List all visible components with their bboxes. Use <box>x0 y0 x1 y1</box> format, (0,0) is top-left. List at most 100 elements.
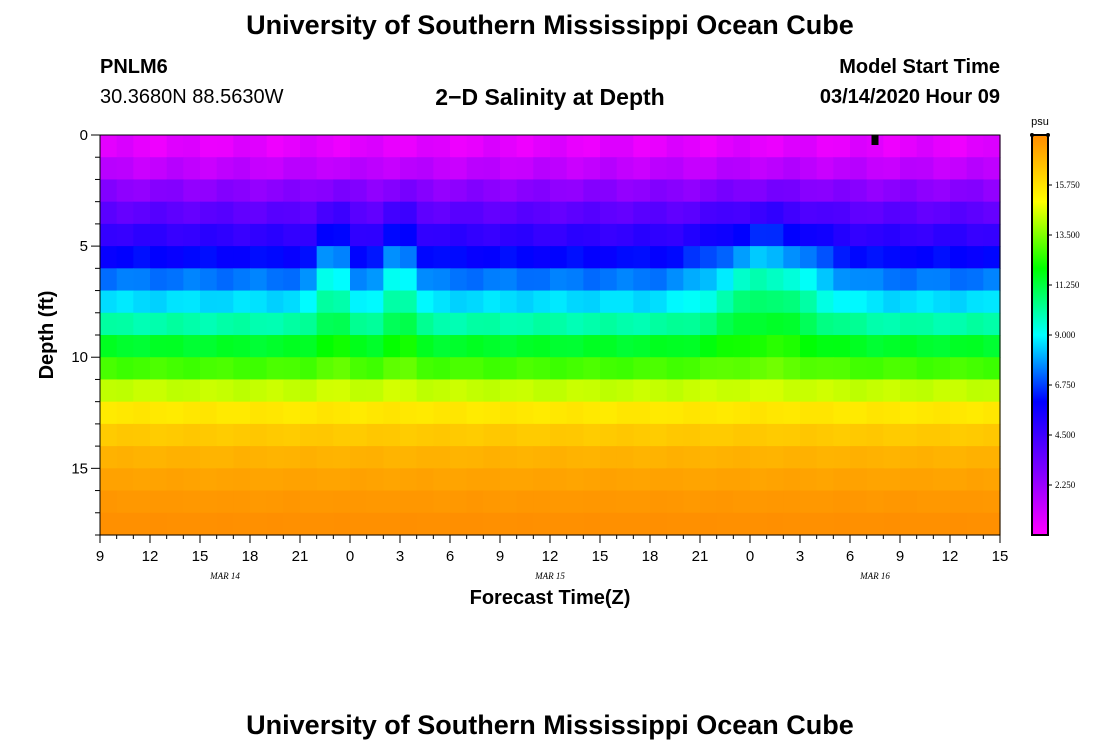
heatmap-cell <box>950 268 968 292</box>
heatmap-cell <box>716 357 734 381</box>
heatmap-cell <box>933 357 951 381</box>
heatmap-cell <box>166 335 184 358</box>
heatmap-cell <box>816 446 834 469</box>
heatmap-cell <box>883 379 901 403</box>
heatmap-cell <box>583 201 601 225</box>
heatmap-cell <box>483 135 501 158</box>
heatmap-cell <box>850 468 868 492</box>
heatmap-cell <box>316 201 334 225</box>
heatmap-cell <box>883 268 901 292</box>
heatmap-cell <box>600 223 618 247</box>
heatmap-cell <box>833 268 851 292</box>
heatmap-cell <box>500 490 518 514</box>
heatmap-cell <box>833 201 851 225</box>
heatmap-cell <box>600 335 618 358</box>
heatmap-cell <box>133 468 151 492</box>
heatmap-cell <box>433 423 451 447</box>
heatmap-cell <box>183 135 201 158</box>
heatmap-cell <box>450 490 468 514</box>
heatmap-cell <box>200 223 218 247</box>
y-axis-label: Depth (ft) <box>36 291 58 380</box>
x-tick-label: 0 <box>346 548 354 565</box>
heatmap-cell <box>633 157 651 181</box>
heatmap-cell <box>783 246 801 269</box>
heatmap-cell <box>583 468 601 492</box>
heatmap-cell <box>750 379 768 403</box>
heatmap-cell <box>383 179 401 203</box>
heatmap-cell <box>483 401 501 425</box>
heatmap-cell <box>583 335 601 358</box>
heatmap-cell <box>116 268 134 292</box>
heatmap-cell <box>616 401 634 425</box>
heatmap-cell <box>333 468 351 492</box>
heatmap-cell <box>766 290 784 314</box>
heatmap-cell <box>316 423 334 447</box>
heatmap-cell <box>366 335 384 358</box>
heatmap-cell <box>300 357 318 381</box>
heatmap-cell <box>566 201 584 225</box>
heatmap-cell <box>616 312 634 336</box>
heatmap-cell <box>266 135 284 158</box>
heatmap-cell <box>283 157 301 181</box>
heatmap-cell <box>450 357 468 381</box>
heatmap-cell <box>933 135 951 158</box>
heatmap-cell <box>333 246 351 269</box>
heatmap-cell <box>450 157 468 181</box>
heatmap-cell <box>133 446 151 469</box>
heatmap-cell <box>800 157 818 181</box>
heatmap-cell <box>750 335 768 358</box>
heatmap-cell <box>666 357 684 381</box>
footer-title: University of Southern Mississippi Ocean… <box>246 710 854 740</box>
heatmap-cell <box>116 357 134 381</box>
heatmap-cell <box>383 135 401 158</box>
heatmap-cell <box>500 401 518 425</box>
heatmap-cell <box>216 135 234 158</box>
heatmap-cell <box>616 446 634 469</box>
heatmap-cell <box>116 446 134 469</box>
heatmap-cell <box>266 379 284 403</box>
heatmap-cell <box>816 468 834 492</box>
heatmap-cell <box>666 401 684 425</box>
heatmap-cell <box>783 312 801 336</box>
heatmap-cell <box>383 335 401 358</box>
heatmap-cell <box>516 490 534 514</box>
heatmap-cell <box>233 357 251 381</box>
heatmap-cell <box>550 246 568 269</box>
heatmap-cell <box>933 157 951 181</box>
heatmap-cell <box>683 223 701 247</box>
heatmap-cell <box>533 468 551 492</box>
heatmap-cell <box>466 223 484 247</box>
heatmap-cell <box>150 157 168 181</box>
heatmap-cell <box>150 379 168 403</box>
heatmap-cell <box>850 135 868 158</box>
heatmap-cell <box>383 468 401 492</box>
heatmap-cell <box>583 401 601 425</box>
heatmap-cell <box>700 312 718 336</box>
page-title: University of Southern Mississippi Ocean… <box>246 10 854 40</box>
heatmap-cell <box>100 357 118 381</box>
heatmap-cell <box>550 268 568 292</box>
x-tick-label: 21 <box>292 548 309 565</box>
heatmap-cell <box>933 179 951 203</box>
heatmap-cell <box>116 135 134 158</box>
heatmap-cell <box>383 490 401 514</box>
heatmap-cell <box>850 268 868 292</box>
heatmap-cell <box>516 357 534 381</box>
heatmap-cell <box>700 246 718 269</box>
heatmap-cell <box>566 468 584 492</box>
heatmap-cell <box>950 246 968 269</box>
heatmap-cell <box>200 268 218 292</box>
heatmap-cell <box>716 268 734 292</box>
heatmap-cell <box>733 157 751 181</box>
heatmap-cell <box>583 135 601 158</box>
heatmap-cell <box>983 157 1001 181</box>
heatmap-cell <box>583 490 601 514</box>
heatmap-cell <box>150 179 168 203</box>
heatmap-cell <box>100 246 118 269</box>
heatmap-cell <box>100 401 118 425</box>
heatmap-cell <box>233 468 251 492</box>
heatmap-cell <box>900 157 918 181</box>
heatmap-cell <box>100 468 118 492</box>
heatmap-cell <box>900 179 918 203</box>
